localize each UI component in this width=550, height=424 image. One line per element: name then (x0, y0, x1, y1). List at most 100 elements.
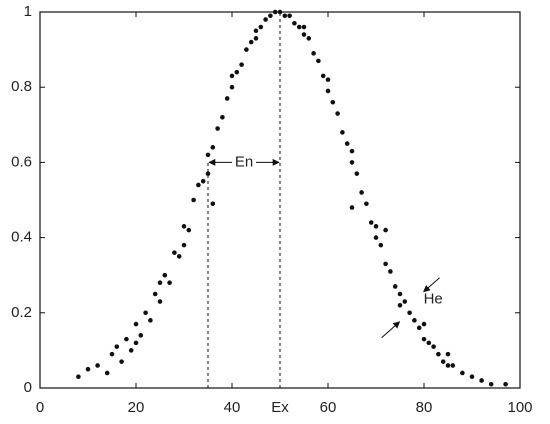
point (95, 363, 100, 368)
point (383, 227, 388, 233)
point (234, 69, 240, 75)
annotation-arrow (381, 321, 401, 339)
point (152, 291, 158, 297)
y-tick-label: 0 (24, 379, 32, 396)
point (133, 321, 139, 327)
point (421, 321, 427, 327)
point (220, 114, 225, 120)
point (364, 201, 369, 207)
point (215, 126, 220, 131)
point (210, 145, 216, 150)
point (196, 182, 201, 188)
point (181, 242, 187, 248)
point (330, 99, 336, 105)
point (176, 254, 182, 259)
point (349, 160, 355, 165)
point (224, 96, 230, 101)
point (306, 36, 312, 41)
point (397, 302, 403, 308)
point (445, 351, 451, 357)
point (119, 359, 124, 364)
point (239, 62, 244, 67)
point (460, 370, 465, 376)
point (325, 77, 331, 82)
point (244, 47, 249, 52)
point (287, 13, 292, 19)
point (210, 201, 216, 207)
point (469, 374, 475, 380)
point (325, 88, 331, 94)
point (349, 148, 355, 154)
point (157, 299, 163, 304)
point (368, 220, 374, 225)
point (268, 13, 273, 19)
point (488, 381, 494, 387)
x-tick-label: 40 (224, 399, 241, 416)
x-tick-label: 100 (507, 399, 532, 416)
point (277, 9, 283, 15)
point (205, 152, 211, 158)
point (85, 366, 91, 372)
x-tick-label: 0 (36, 399, 44, 416)
y-tick-label: 1 (24, 3, 32, 20)
point (229, 84, 235, 90)
point (373, 235, 379, 240)
point (503, 381, 508, 387)
point (296, 24, 302, 30)
x-tick-label: 80 (416, 399, 433, 416)
point (426, 340, 432, 346)
point (354, 171, 360, 176)
point (167, 280, 172, 286)
point (349, 205, 355, 210)
point (373, 224, 379, 229)
point (186, 227, 192, 233)
point (109, 351, 115, 357)
x-tick-label: 60 (320, 399, 337, 416)
point (248, 39, 254, 45)
point (133, 340, 139, 346)
point (440, 359, 446, 364)
point (172, 250, 177, 255)
point (114, 344, 120, 349)
point (200, 178, 206, 184)
point (311, 51, 316, 56)
point (359, 190, 364, 195)
x-tick-label: 20 (128, 399, 145, 416)
point (162, 272, 168, 278)
annotation: Ex (271, 399, 289, 416)
point (253, 28, 259, 34)
y-tick-label: 0.4 (11, 229, 32, 246)
point (388, 269, 393, 274)
point (383, 261, 388, 267)
annotation-bg (232, 153, 256, 172)
point (320, 73, 326, 79)
y-tick-label: 0.8 (11, 78, 32, 95)
point (301, 24, 307, 30)
point (143, 310, 148, 316)
point (412, 318, 417, 323)
point (431, 344, 436, 349)
point (148, 318, 153, 323)
annotation: He (424, 291, 443, 308)
point (340, 130, 345, 135)
point (253, 36, 259, 41)
point (445, 363, 451, 368)
point (316, 58, 321, 64)
point (272, 9, 278, 15)
point (138, 333, 144, 338)
point (421, 336, 427, 342)
point (181, 224, 187, 229)
point (407, 310, 412, 316)
annotation: En (235, 153, 253, 170)
point (479, 378, 484, 383)
point (344, 141, 350, 146)
point (124, 336, 129, 342)
y-tick-label: 0.6 (11, 153, 32, 170)
point (397, 291, 403, 297)
point (157, 280, 163, 286)
point (282, 13, 288, 19)
point (263, 17, 268, 22)
point (402, 299, 408, 304)
